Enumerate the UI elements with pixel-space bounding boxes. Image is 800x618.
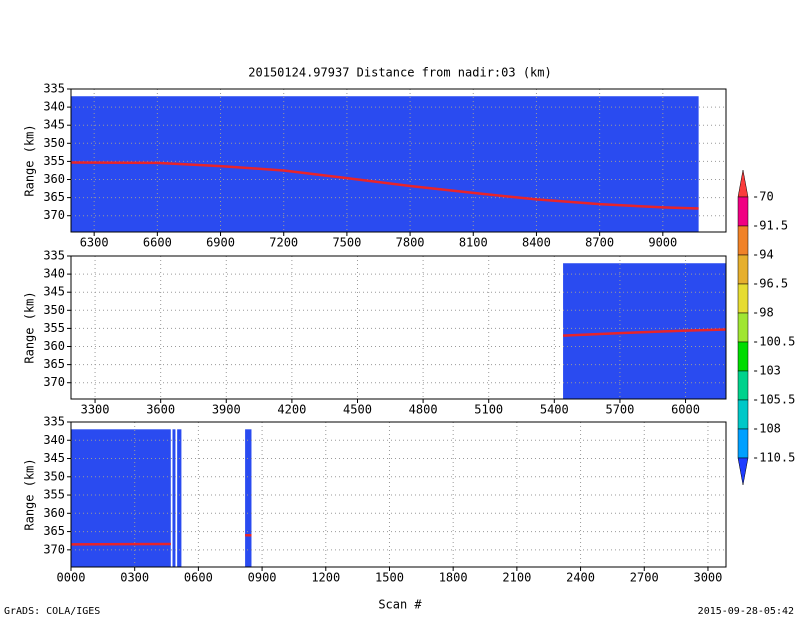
y-tick-label: 350 xyxy=(43,303,65,317)
y-tick-label: 345 xyxy=(43,118,65,132)
colorbar-segment xyxy=(737,370,749,401)
colorbar-label: -108 xyxy=(752,422,781,436)
y-tick-label: 355 xyxy=(43,321,65,335)
x-tick-label: 3900 xyxy=(212,403,241,417)
colorbar-label: -96.5 xyxy=(752,277,788,291)
y-tick-label: 370 xyxy=(43,375,65,389)
x-tick-label: 0600 xyxy=(184,571,213,585)
x-tick-label: 4800 xyxy=(409,403,438,417)
colorbar-segment xyxy=(737,254,749,285)
surface-line xyxy=(563,328,727,337)
y-tick-label: 340 xyxy=(43,433,65,447)
x-tick-label: 3300 xyxy=(81,403,110,417)
y-tick-label: 350 xyxy=(43,469,65,483)
x-axis-label: Scan # xyxy=(378,598,422,612)
x-tick-label: 1800 xyxy=(439,571,468,585)
x-tick-label: 8700 xyxy=(585,236,614,250)
y-axis-label: Range (km) xyxy=(23,291,37,363)
x-tick-label: 5400 xyxy=(540,403,569,417)
x-tick-label: 1500 xyxy=(375,571,404,585)
y-tick-label: 340 xyxy=(43,267,65,281)
colorbar-segment xyxy=(737,399,749,430)
footer-left: GrADS: COLA/IGES xyxy=(4,606,100,617)
colorbar-label: -103 xyxy=(752,364,781,378)
colorbar-cap xyxy=(737,169,749,198)
plot-frame xyxy=(70,421,727,568)
x-tick-label: 5100 xyxy=(474,403,503,417)
colorbar-label: -100.5 xyxy=(752,335,795,349)
y-tick-label: 345 xyxy=(43,451,65,465)
x-tick-label: 7800 xyxy=(396,236,425,250)
colorbar-cap xyxy=(737,457,749,486)
x-tick-label: 6600 xyxy=(143,236,172,250)
colorbar-label: -110.5 xyxy=(752,451,795,465)
x-tick-label: 4500 xyxy=(343,403,372,417)
x-tick-label: 0000 xyxy=(57,571,86,585)
x-tick-label: 3600 xyxy=(146,403,175,417)
x-tick-label: 0900 xyxy=(248,571,277,585)
y-tick-label: 370 xyxy=(43,542,65,556)
y-axis-label: Range (km) xyxy=(23,458,37,530)
x-tick-label: 0300 xyxy=(120,571,149,585)
colorbar-label: -94 xyxy=(752,248,774,262)
colorbar-label: -91.5 xyxy=(752,219,788,233)
y-tick-label: 345 xyxy=(43,285,65,299)
colorbar-label: -70 xyxy=(752,190,774,204)
x-tick-label: 4200 xyxy=(277,403,306,417)
y-tick-label: 355 xyxy=(43,488,65,502)
y-tick-label: 350 xyxy=(43,136,65,150)
chart-title: 20150124.97937 Distance from nadir:03 (k… xyxy=(248,66,551,80)
plot-frame xyxy=(70,255,727,400)
colorbar-segment xyxy=(737,312,749,343)
y-tick-label: 365 xyxy=(43,190,65,204)
y-tick-label: 335 xyxy=(43,415,65,429)
x-tick-label: 5700 xyxy=(605,403,634,417)
colorbar-segment xyxy=(737,196,749,227)
x-tick-label: 2100 xyxy=(502,571,531,585)
colorbar-segment xyxy=(737,428,749,459)
x-tick-label: 1200 xyxy=(311,571,340,585)
y-axis-label: Range (km) xyxy=(23,124,37,196)
y-tick-label: 365 xyxy=(43,357,65,371)
x-tick-label: 2700 xyxy=(630,571,659,585)
y-tick-label: 370 xyxy=(43,208,65,222)
x-tick-label: 6900 xyxy=(206,236,235,250)
y-tick-label: 335 xyxy=(43,82,65,96)
y-tick-label: 360 xyxy=(43,339,65,353)
x-tick-label: 8100 xyxy=(459,236,488,250)
x-tick-label: 7500 xyxy=(332,236,361,250)
y-tick-label: 340 xyxy=(43,100,65,114)
plot-frame xyxy=(70,88,727,233)
surface-line xyxy=(70,533,252,546)
y-tick-label: 355 xyxy=(43,154,65,168)
footer-right: 2015-09-28-05:42 xyxy=(698,606,794,617)
x-tick-label: 3000 xyxy=(693,571,722,585)
data-coverage xyxy=(177,429,182,567)
data-coverage xyxy=(245,429,252,567)
x-tick-label: 6300 xyxy=(80,236,109,250)
y-tick-label: 335 xyxy=(43,249,65,263)
data-coverage xyxy=(71,429,171,567)
colorbar-segment xyxy=(737,283,749,314)
x-tick-label: 9000 xyxy=(648,236,677,250)
colorbar-label: -105.5 xyxy=(752,393,795,407)
x-tick-label: 8400 xyxy=(522,236,551,250)
colorbar-segment xyxy=(737,341,749,372)
data-coverage xyxy=(172,429,176,567)
y-tick-label: 360 xyxy=(43,506,65,520)
surface-line xyxy=(70,161,699,210)
y-tick-label: 360 xyxy=(43,172,65,186)
x-tick-label: 2400 xyxy=(566,571,595,585)
y-tick-label: 365 xyxy=(43,524,65,538)
colorbar-segment xyxy=(737,225,749,256)
x-tick-label: 7200 xyxy=(269,236,298,250)
x-tick-label: 6000 xyxy=(671,403,700,417)
colorbar-label: -98 xyxy=(752,306,774,320)
